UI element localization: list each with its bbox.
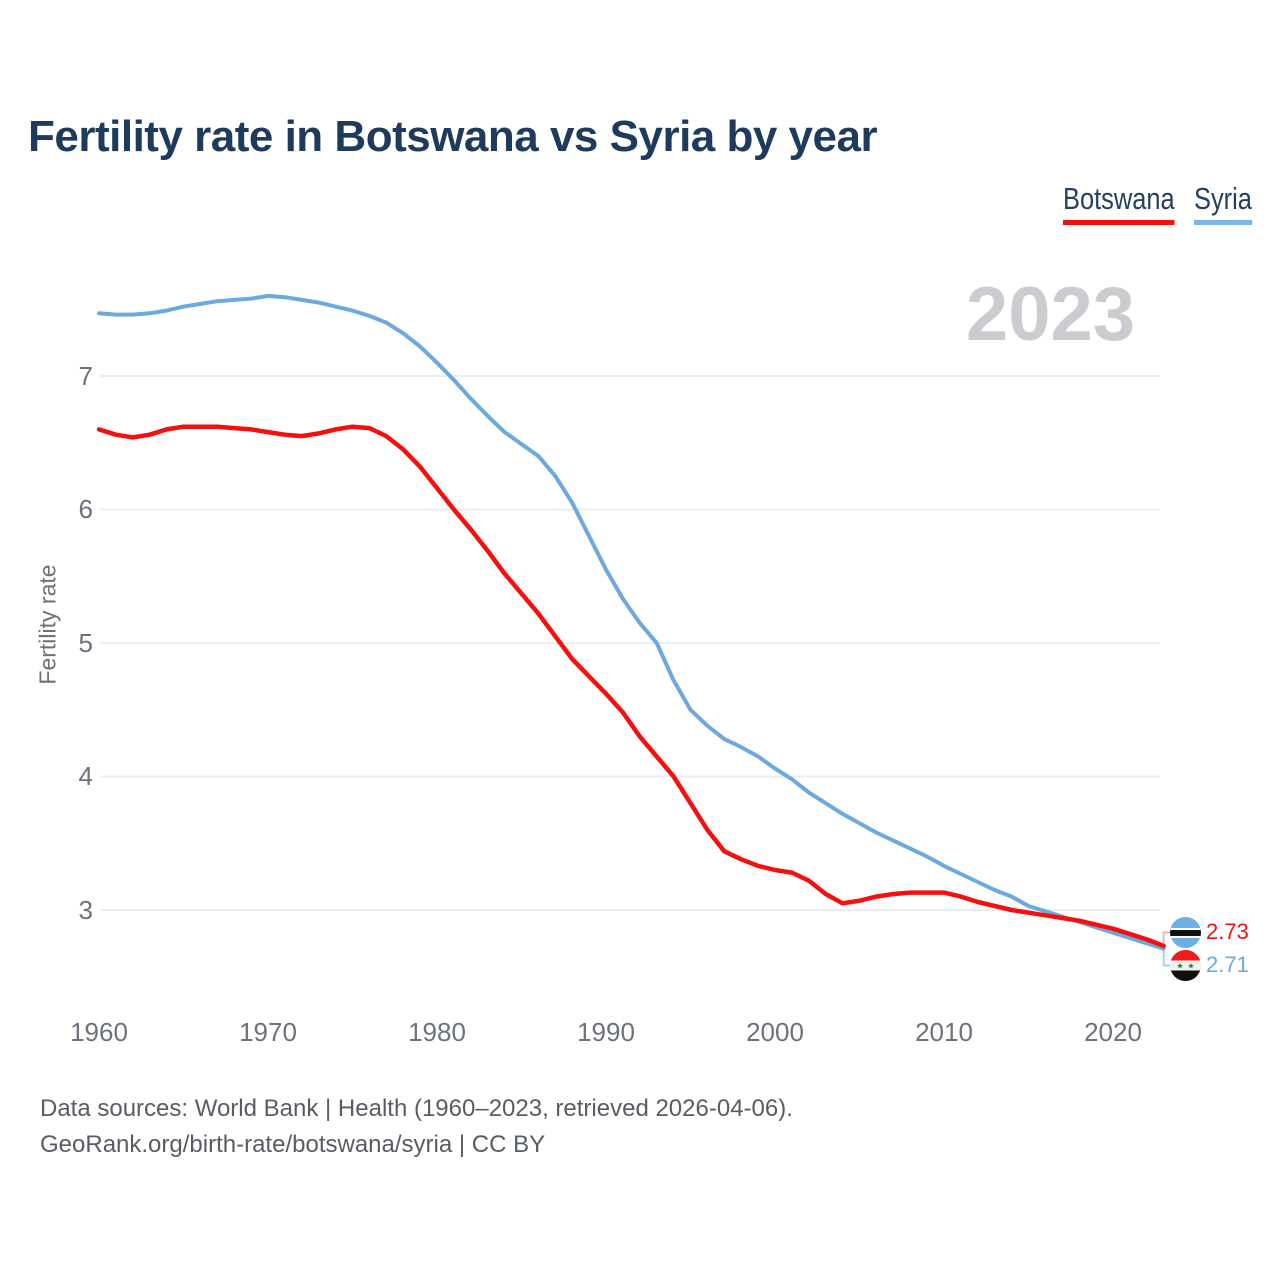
botswana-flag-icon	[1170, 917, 1201, 948]
botswana-line-series[interactable]	[96, 424, 1166, 949]
botswana-end-value: 2.73	[1206, 919, 1249, 944]
x-tick-1970: 1970	[239, 1017, 297, 1047]
page-title: Fertility rate in Botswana vs Syria by y…	[28, 112, 878, 161]
x-tick-2020: 2020	[1084, 1017, 1142, 1047]
syria-line-series[interactable]	[97, 293, 1166, 951]
footer-site-license: GeoRank.org/birth-rate/botswana/syria | …	[40, 1131, 546, 1158]
footer-data-sources: Data sources: World Bank | Health (1960–…	[40, 1095, 793, 1122]
y-tick-3: 3	[78, 895, 93, 925]
legend-item-syria[interactable]: Syria	[1194, 181, 1252, 225]
legend-item-botswana[interactable]: Botswana	[1063, 181, 1175, 225]
y-tick-5: 5	[78, 628, 93, 658]
syria-end-value: 2.71	[1206, 952, 1249, 977]
svg-text:★: ★	[1176, 962, 1183, 971]
syria-flag-icon: ★ ★	[1170, 950, 1201, 981]
y-tick-4: 4	[78, 761, 93, 791]
legend-label-botswana: Botswana	[1063, 181, 1175, 216]
x-tick-1990: 1990	[577, 1017, 635, 1047]
x-tick-2000: 2000	[746, 1017, 804, 1047]
watermark-year: 2023	[965, 272, 1135, 357]
y-tick-6: 6	[78, 494, 93, 524]
x-tick-1980: 1980	[408, 1017, 466, 1047]
gridlines	[100, 375, 1160, 911]
y-tick-7: 7	[78, 361, 93, 391]
svg-text:★: ★	[1187, 962, 1194, 971]
end-label-connector-syria	[1162, 949, 1170, 967]
legend-label-syria: Syria	[1194, 181, 1252, 216]
end-label-connector-botswana	[1162, 931, 1170, 946]
x-tick-2010: 2010	[915, 1017, 973, 1047]
x-tick-1960: 1960	[70, 1017, 128, 1047]
footer-attribution: Data sources: World Bank | Health (1960–…	[40, 1091, 793, 1163]
